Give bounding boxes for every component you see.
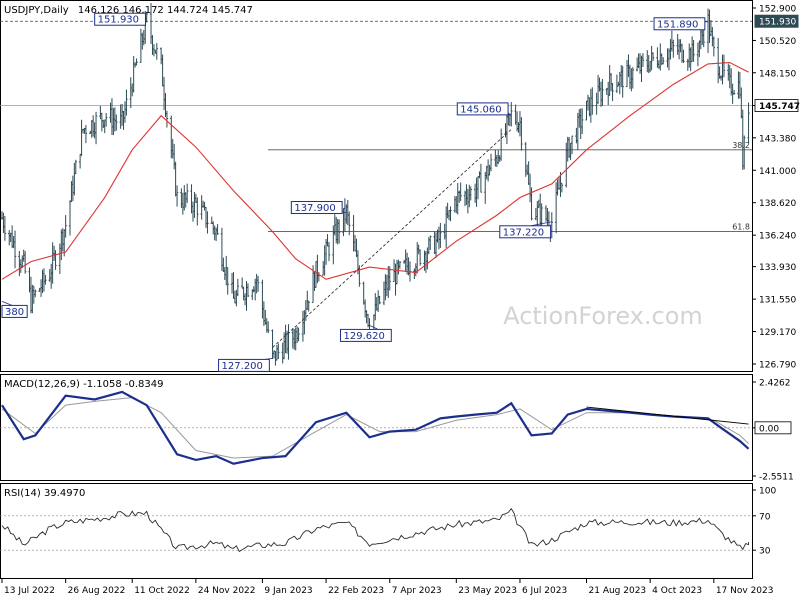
price-y-label: 136.240 — [759, 232, 796, 242]
fib-level-label: 38.2 — [732, 141, 750, 150]
current-price-box — [754, 99, 799, 112]
price-y-label: 138.620 — [759, 199, 796, 209]
x-tick-label: 26 Aug 2022 — [68, 586, 126, 596]
price-y-axis: 152.900 150.520 148.150 145.747 143.380 141.0… — [752, 5, 800, 371]
price-y-label: 145.747 — [759, 102, 800, 112]
annotation-label: 145.060 — [460, 104, 501, 115]
x-tick-label: 24 Nov 2022 — [198, 586, 256, 596]
rsi-panel-title: RSI(14) 39.4970 — [4, 488, 85, 499]
sma-line — [1, 61, 749, 280]
price-annotations: 151.930 151.890 145.060 137.900 137.220 129.6… — [1, 12, 709, 372]
x-tick-label: 17 Nov 2023 — [716, 586, 774, 596]
rsi-panel-frame — [0, 483, 753, 579]
ohlc-readout: 146.126 146.172 144.724 145.747 — [78, 5, 253, 16]
price-y-label: 143.380 — [759, 134, 796, 144]
price-y-label: 126.790 — [759, 361, 796, 371]
watermark: ActionForex.com — [503, 302, 703, 330]
annotation-box — [499, 225, 552, 239]
macd-lines — [0, 390, 752, 465]
top-level-y-label: 151.930 — [759, 18, 796, 28]
macd-y-axis: 2.4262 0.00 -2.5511 — [752, 379, 794, 483]
x-tick-label: 4 Oct 2023 — [652, 586, 702, 596]
price-y-label: 133.930 — [759, 263, 796, 273]
top-level-box — [754, 14, 799, 28]
rsi-y-label: 70 — [759, 512, 771, 522]
annotation-label: 380 — [5, 307, 24, 318]
price-y-label: 129.170 — [759, 328, 796, 338]
annotation-label: 137.900 — [294, 203, 335, 214]
macd-panel-title: MACD(12,26,9) -1.1058 -0.8349 — [4, 379, 164, 390]
rsi-line — [0, 507, 752, 553]
macd-line — [1, 390, 750, 465]
x-tick-label: 11 Oct 2022 — [134, 586, 190, 596]
fib-level-label: 61.8 — [732, 223, 750, 232]
macd-y-label: 0.00 — [759, 424, 779, 434]
x-tick-label: 6 Jul 2023 — [522, 586, 567, 596]
annotation-label: 151.930 — [98, 15, 139, 26]
annotation-label: 137.220 — [503, 227, 544, 238]
annotation-box — [290, 201, 343, 215]
x-axis: 13 Jul 2022 26 Aug 2022 11 Oct 2022 24 Nov … — [1, 579, 774, 596]
annotation-label: 151.890 — [657, 19, 698, 30]
trendline — [272, 129, 512, 348]
rsi-y-label: 100 — [759, 487, 776, 497]
x-tick-label: 9 Jan 2023 — [264, 586, 312, 596]
annotation-box — [218, 358, 270, 372]
price-y-label: 141.000 — [759, 167, 796, 177]
macd-y-label: -2.5511 — [759, 473, 794, 483]
x-tick-label: 23 May 2023 — [458, 586, 517, 596]
annotation-box — [1, 304, 28, 318]
annotation-label: 129.620 — [343, 331, 384, 342]
macd-y-label: 2.4262 — [759, 379, 791, 389]
price-sma-line — [1, 61, 749, 280]
rsi-line — [1, 507, 750, 553]
x-tick-label: 7 Apr 2023 — [392, 586, 442, 596]
price-y-label: 152.900 — [759, 5, 796, 15]
x-tick-label: 22 Feb 2023 — [328, 586, 384, 596]
rsi-y-label: 30 — [759, 547, 771, 557]
price-candles — [0, 3, 750, 366]
annotation-box — [653, 17, 706, 31]
annotation-box — [94, 12, 146, 26]
chart-title: USDJPY,Daily — [4, 5, 69, 16]
macd-current-box — [754, 421, 792, 435]
macd-trendline — [586, 406, 749, 425]
price-y-label: 150.520 — [759, 37, 796, 47]
x-tick-label: 21 Aug 2023 — [589, 586, 647, 596]
price-y-label: 148.150 — [759, 69, 796, 79]
price-panel-title: USDJPY,Daily 146.126 146.172 144.724 145… — [4, 5, 253, 16]
price-y-label: 131.550 — [759, 296, 796, 306]
rsi-y-axis: 100 70 30 — [752, 487, 776, 557]
annotation-box — [339, 328, 392, 342]
x-tick-label: 13 Jul 2022 — [4, 586, 55, 596]
annotation-box — [456, 102, 509, 116]
price-trendline — [272, 129, 512, 348]
annotation-label: 127.200 — [222, 361, 263, 372]
